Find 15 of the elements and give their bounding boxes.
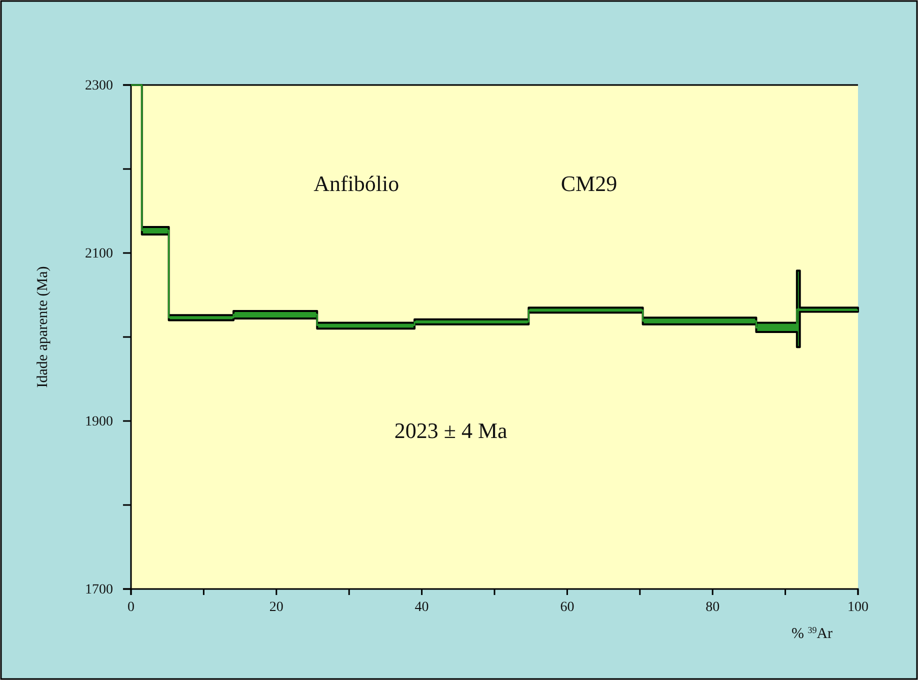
annotation: CM29 xyxy=(560,170,618,196)
x-tick-label: 20 xyxy=(269,600,284,615)
y-tick-label: 2100 xyxy=(85,246,113,262)
y-tick-label: 2300 xyxy=(85,78,113,94)
annotation: Anfibólio xyxy=(314,170,400,196)
x-tick-label: 40 xyxy=(414,600,429,615)
y-tick-label: 1700 xyxy=(85,582,113,598)
y-axis-title: Idade aparente (Ma) xyxy=(35,266,51,388)
y-tick-label: 1900 xyxy=(85,414,113,430)
x-tick-label: 0 xyxy=(128,600,134,615)
x-tick-label: 80 xyxy=(706,600,720,615)
x-tick-label: 100 xyxy=(848,600,868,615)
x-tick-label: 60 xyxy=(560,600,574,615)
annotation: 2023 ± 4 Ma xyxy=(394,418,508,443)
x-axis-title: % $^{39}$Ar xyxy=(791,625,833,642)
